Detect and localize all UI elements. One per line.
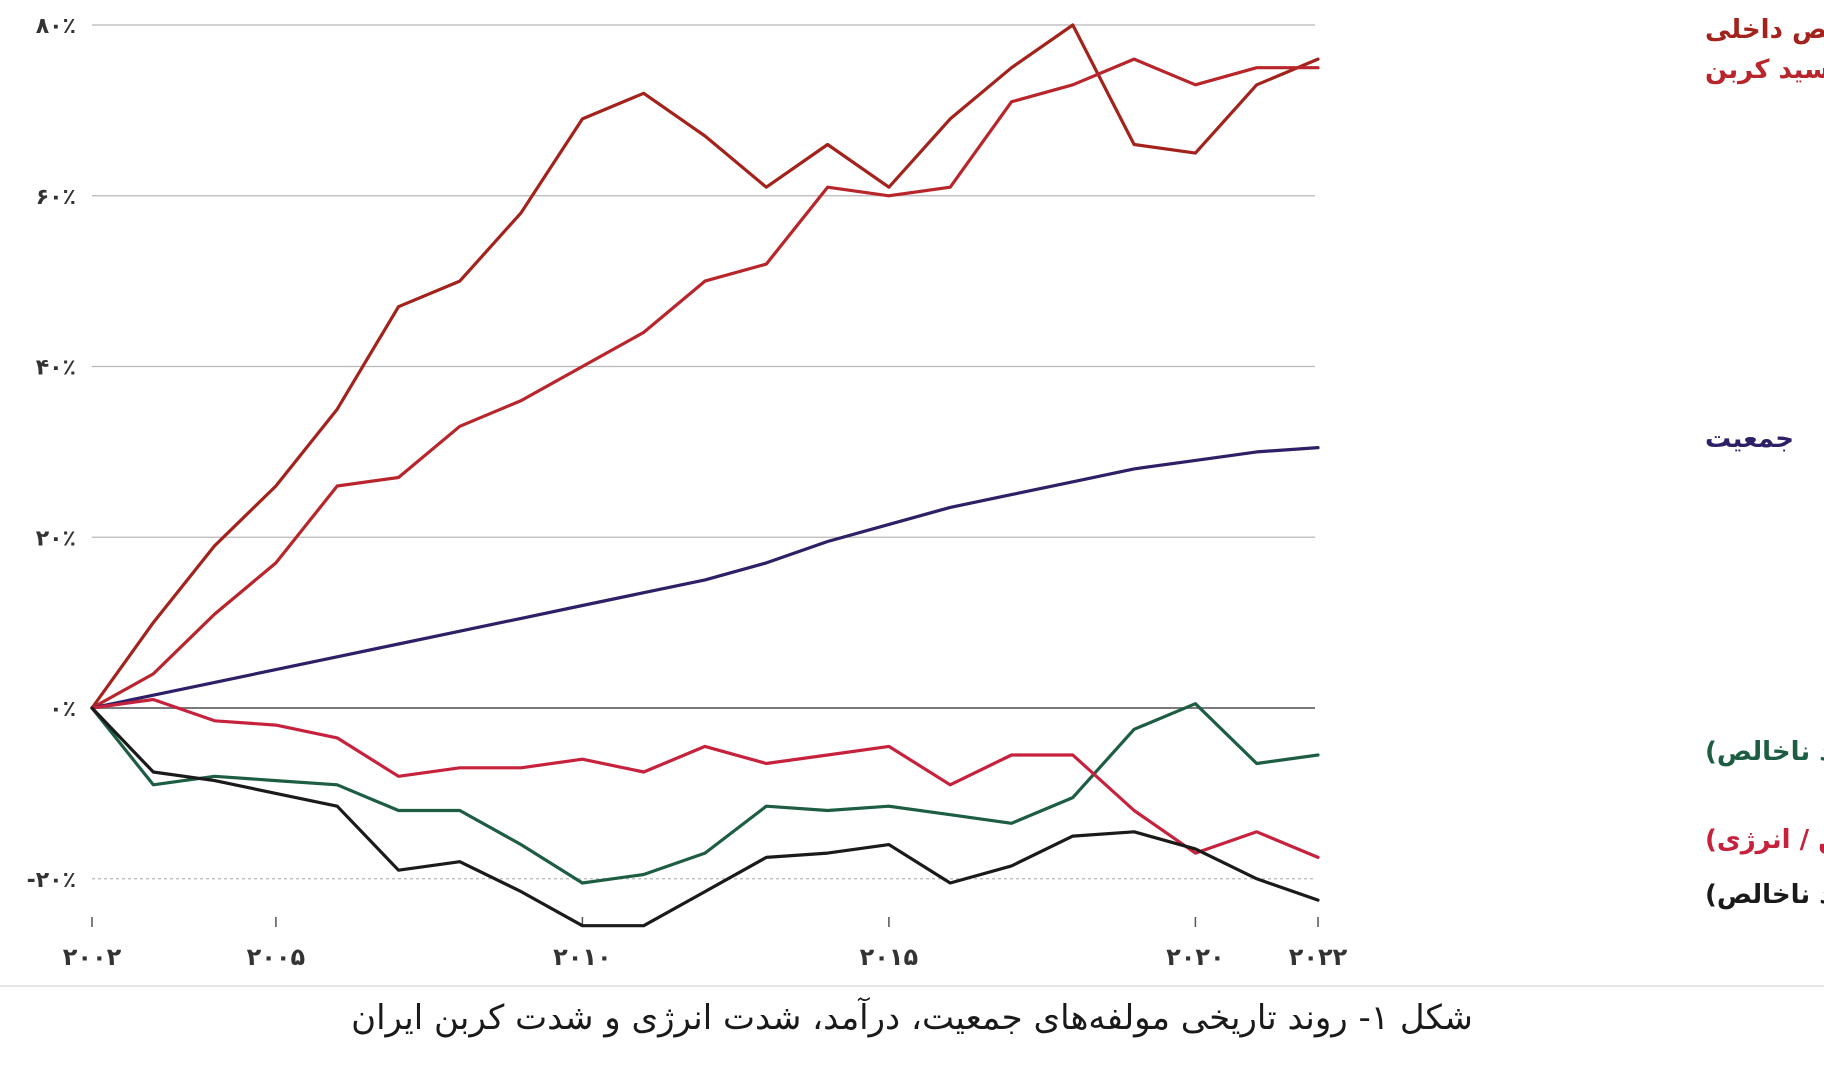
y-tick-label: ۶۰٪	[36, 185, 76, 210]
series-label-energy_intensity: شدت انرژی (انرژی / تولید ناخالص)	[1705, 737, 1824, 767]
x-tick-label: ۲۰۱۰	[553, 943, 612, 971]
y-tick-label: ۴۰٪	[36, 356, 76, 381]
grid-lines	[92, 24, 1315, 880]
series-labels: تولید ناخالص داخلی انتشار دی اکسید کربن جم…	[1705, 15, 1824, 910]
series-line-co2	[90, 57, 1320, 710]
figure-caption: شکل ۱- روند تاریخی مولفه‌های جمعیت، درآم…	[351, 998, 1473, 1038]
x-tick-label: ۲۰۰۲	[63, 943, 122, 971]
series-line-population	[90, 446, 1320, 710]
series-label-co2: انتشار دی اکسید کربن	[1705, 55, 1824, 85]
series-label-population: جمعیت	[1705, 424, 1794, 454]
y-tick-label: ۸۰٪	[36, 14, 76, 39]
line-chart: ۸۰٪ ۶۰٪ ۴۰٪ ۲۰٪ ۰٪ -۲۰٪ ۲۰۰۲ ۲۰۰۵ ۲۰۱۰ ۲۰۱۵ ۲۰۲۰ ۲۰…	[27, 14, 1824, 971]
x-tick-label: ۲۰۲۲	[1289, 943, 1348, 971]
x-tick-label: ۲۰۰۵	[247, 943, 306, 971]
series-line-carbon_intensity_energy	[90, 697, 1320, 860]
y-tick-label: ۲۰٪	[36, 526, 76, 551]
series-lines	[90, 23, 1320, 928]
y-tick-label: -۲۰٪	[27, 868, 76, 893]
y-tick-label: ۰٪	[49, 697, 76, 722]
series-label-carbon_intensity_energy: شدت کربن (دی اکسید کربن / انرژی)	[1705, 825, 1824, 855]
caption-divider	[0, 985, 1824, 987]
series-label-carbon_intensity_gdp: شدت کربن (کربن / تولید ناخالص)	[1705, 880, 1824, 910]
axes: ۸۰٪ ۶۰٪ ۴۰٪ ۲۰٪ ۰٪ -۲۰٪ ۲۰۰۲ ۲۰۰۵ ۲۰۱۰ ۲۰۱۵ ۲۰۲۰ ۲۰…	[27, 14, 1348, 971]
series-label-gdp: تولید ناخالص داخلی	[1705, 15, 1824, 45]
series-line-carbon_intensity_gdp	[90, 706, 1320, 928]
series-line-gdp	[90, 23, 1320, 710]
x-tick-label: ۲۰۱۵	[860, 943, 919, 971]
series-line-energy_intensity	[90, 702, 1320, 885]
x-tick-label: ۲۰۲۰	[1166, 943, 1225, 971]
